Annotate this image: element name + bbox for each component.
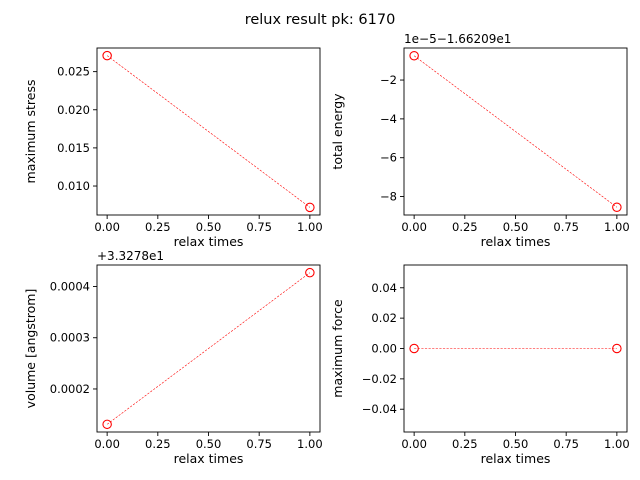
chart-3-x-tick-label: 0.25 — [145, 437, 171, 451]
chart-1-y-tick-label: 0.010 — [57, 179, 90, 193]
chart-2-y-tick-label: −6 — [380, 151, 397, 165]
chart-3-x-axis-label: relax times — [174, 451, 244, 466]
chart-1-y-tick-label: 0.015 — [57, 141, 90, 155]
chart-2-series-line — [413, 55, 618, 208]
chart-2-x-tick-label: 0.50 — [503, 220, 529, 234]
chart-4-y-tick-label: 0.00 — [371, 342, 397, 356]
chart-3-y-tick-label: 0.0004 — [50, 280, 90, 294]
chart-2-x-tick-label: 0.25 — [452, 220, 478, 234]
chart-3-y-axis-label: volume [angstrom] — [23, 289, 38, 409]
chart-1-x-tick-label: 0.00 — [94, 220, 120, 234]
chart-3-panel: 0.00 0.25 0.50 0.75 1.00 0.0002 0.0003 0.0004 re… — [23, 249, 323, 466]
chart-3-data-point — [305, 267, 315, 278]
chart-2-x-tick-label: 0.00 — [401, 220, 427, 234]
chart-3-y-tick-label: 0.0003 — [50, 331, 90, 345]
chart-4-x-tick-label: 0.75 — [553, 437, 579, 451]
chart-4-x-tick-label: 0.00 — [401, 437, 427, 451]
chart-2-x-tick-label: 0.75 — [553, 220, 579, 234]
figure-title: relux result pk: 6170 — [245, 12, 396, 28]
chart-3-offset-text: +3.3278e1 — [97, 249, 164, 263]
chart-4-y-tick-label: 0.02 — [371, 311, 397, 325]
chart-1-data-point — [305, 202, 315, 213]
chart-1-x-tick-label: 0.25 — [145, 220, 171, 234]
chart-1-x-tick-label: 0.50 — [196, 220, 222, 234]
chart-2-panel: 0.00 0.25 0.50 0.75 1.00 −8 −6 −4 −2 relax times t… — [330, 32, 630, 249]
chart-1-series-line — [106, 55, 311, 208]
chart-1-data-point — [102, 50, 112, 61]
chart-4-y-tick-label: 0.04 — [371, 281, 397, 295]
chart-2-x-axis-label: relax times — [481, 234, 551, 249]
chart-1-y-tick-label: 0.025 — [57, 65, 90, 79]
chart-3-x-tick-label: 1.00 — [297, 437, 323, 451]
chart-4-y-tick-label: −0.02 — [362, 372, 397, 386]
chart-1-x-tick-label: 0.75 — [246, 220, 272, 234]
chart-2-data-point — [409, 51, 419, 61]
chart-2-y-axis-label: total energy — [330, 93, 345, 170]
chart-2-x-tick-label: 1.00 — [604, 220, 630, 234]
chart-4-y-tick-label: −0.04 — [362, 402, 397, 416]
chart-3-x-tick-label: 0.75 — [246, 437, 272, 451]
chart-1-panel: 0.00 0.25 0.50 0.75 1.00 0.010 0.015 0.020 0.025… — [23, 47, 323, 249]
chart-1-x-tick-label: 1.00 — [297, 220, 323, 234]
chart-4-x-tick-label: 0.25 — [452, 437, 478, 451]
chart-3-y-tick-label: 0.0002 — [50, 382, 90, 396]
chart-1-x-axis-label: relax times — [174, 234, 244, 249]
chart-2-y-tick-label: −2 — [380, 73, 397, 87]
chart-4-data-point — [409, 343, 419, 354]
chart-4-x-axis-label: relax times — [481, 451, 551, 466]
chart-3-x-tick-label: 0.00 — [94, 437, 120, 451]
chart-3-series-line — [106, 272, 311, 425]
chart-1-y-axis-label: maximum stress — [23, 80, 38, 184]
chart-2-data-point — [612, 202, 622, 212]
chart-3-x-tick-label: 0.50 — [196, 437, 222, 451]
chart-4-data-point — [612, 343, 622, 354]
chart-1-y-tick-label: 0.020 — [57, 103, 90, 117]
chart-2-offset-text: 1e−5−1.66209e1 — [404, 32, 511, 46]
chart-2-y-tick-label: −4 — [380, 112, 397, 126]
chart-2-y-tick-label: −8 — [380, 190, 397, 204]
chart-3-data-point — [102, 419, 112, 430]
chart-4-y-axis-label: maximum force — [330, 299, 345, 398]
chart-4-x-tick-label: 0.50 — [503, 437, 529, 451]
chart-4-panel: 0.00 0.25 0.50 0.75 1.00 −0.04 −0.02 0.00 0.02 0.… — [330, 264, 630, 466]
chart-4-x-tick-label: 1.00 — [604, 437, 630, 451]
